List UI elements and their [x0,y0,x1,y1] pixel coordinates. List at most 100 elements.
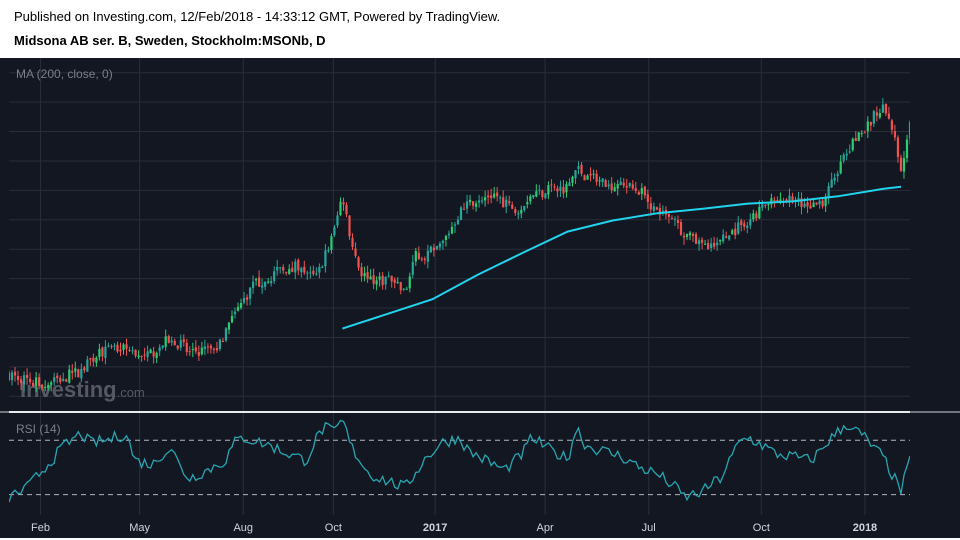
candle-body [197,351,200,356]
candle-body [318,266,321,273]
candle-body [670,217,674,219]
candle-body [279,267,282,269]
candle-body [294,261,297,273]
candle-body [146,351,149,358]
candle-body [809,205,812,209]
candle-body [357,257,360,268]
candle-body [468,199,472,203]
left-margin-background [0,58,9,515]
candle-body [462,208,466,210]
time-tick-label: Oct [325,522,342,534]
candle-body [694,234,698,244]
candle-body [550,184,553,186]
candle-body [89,357,92,360]
candle-body [797,198,800,202]
candle-body [643,186,646,196]
candle-body [137,355,140,357]
candle-body [580,164,583,174]
candle-body [95,357,98,363]
candle-body [806,202,809,207]
candle-body [254,279,258,281]
candle-body [116,344,119,352]
candle-body [330,236,333,250]
candle-body [532,194,535,198]
candle-body [351,237,354,248]
candle-body [28,378,32,383]
candle-body [155,352,158,359]
candle-body [655,207,658,210]
candle-body [610,183,613,191]
candle-body [212,348,216,350]
candle-body [438,243,442,248]
candle-body [676,220,680,223]
candle-body [414,250,417,262]
time-axis-background [0,515,960,538]
candle-body [474,203,478,207]
candle-body [583,175,586,181]
candle-body [652,206,655,211]
candle-body [896,137,900,157]
candle-body [851,138,854,151]
candle-body [131,350,134,352]
candle-body [884,103,887,114]
candle-body [182,339,185,343]
candle-body [161,345,164,348]
candle-body [839,161,842,174]
candle-body [710,243,713,248]
candle-body [547,185,550,195]
candle-body [535,191,538,197]
candle-body [887,113,891,119]
candle-body [218,339,222,349]
candle-body [258,277,261,287]
candle-body [167,335,170,343]
candle-body [74,368,77,372]
candle-body [848,151,851,153]
candle-body [429,246,432,253]
candle-body [902,158,906,172]
candle-body [761,204,764,208]
candle-body [188,351,191,353]
candle-body [511,204,514,209]
candle-body [119,349,122,352]
candle-body [224,328,228,341]
candle-body [625,185,628,188]
candle-body [679,222,683,235]
rsi-pane[interactable]: 806040RSI (14) [8,413,935,515]
candle-body [143,354,146,356]
candle-body [508,201,511,204]
candle-body [375,280,378,285]
candle-body [616,183,619,189]
published-line: Published on Investing.com, 12/Feb/2018 … [14,9,501,24]
candle-body [719,240,722,242]
candle-body [333,227,336,236]
candle-body [595,173,598,182]
candle-body [233,311,237,315]
candle-body [297,259,300,271]
time-tick-label: Apr [537,522,554,534]
candle-body [348,215,351,237]
time-tick-label: May [129,522,150,534]
candle-body [905,139,909,158]
symbol-title: Midsona AB ser. B, Sweden, Stockholm:MSO… [14,33,326,48]
candle-body [791,196,794,203]
candle-body [25,374,29,379]
candle-body [200,347,203,355]
candle-body [176,345,179,349]
candle-body [568,182,571,186]
candle-body [667,214,671,217]
candle-body [746,225,749,228]
candle-body [13,371,17,376]
candle-body [803,203,806,207]
candle-body [285,272,288,274]
candle-body [773,199,776,201]
price-pane[interactable]: 68.0064.0060.0056.0052.0048.0044.0040.00… [7,58,953,411]
candle-body [758,206,761,219]
candle-body [170,340,173,343]
candle-body [264,281,267,287]
candle-body [360,267,363,277]
candle-body [245,297,249,300]
watermark-suffix: .com [117,385,145,400]
candle-body [411,261,414,275]
candle-body [185,342,188,352]
